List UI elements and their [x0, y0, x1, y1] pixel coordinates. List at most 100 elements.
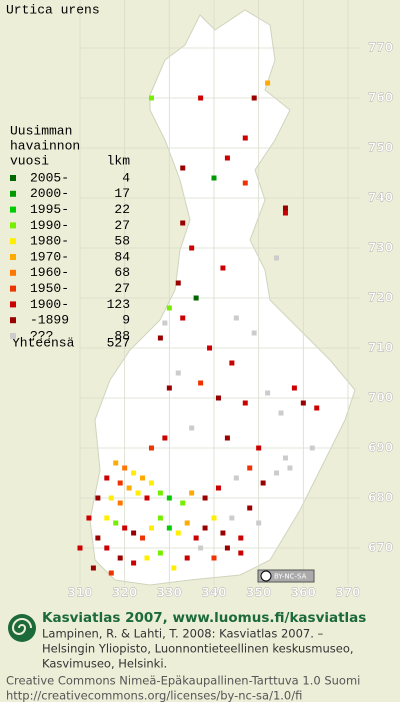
observation-cell [126, 485, 132, 491]
observation-cell [104, 515, 110, 521]
y-tick-label: 700 [368, 391, 393, 405]
observation-cell [207, 345, 213, 351]
observation-cell [104, 545, 110, 551]
legend-count-header: lkm [107, 153, 131, 168]
legend-swatch [10, 254, 16, 260]
legend-label: 1950- [30, 281, 69, 296]
observation-cell [274, 255, 280, 261]
observation-cell [211, 555, 217, 561]
observation-cell [189, 490, 195, 496]
observation-cell [166, 495, 172, 501]
observation-cell [189, 425, 195, 431]
observation-cell [157, 490, 163, 496]
observation-cell [282, 455, 288, 461]
observation-cell [242, 400, 248, 406]
observation-cell [148, 525, 154, 531]
y-tick-label: 770 [368, 41, 393, 55]
observation-cell [229, 360, 235, 366]
observation-cell [198, 380, 204, 386]
observation-cell [175, 280, 181, 286]
legend-label: 1980- [30, 234, 69, 249]
observation-cell [140, 475, 146, 481]
observation-cell [131, 530, 137, 536]
observation-cell [224, 155, 230, 161]
observation-cell [309, 445, 315, 451]
y-tick-label: 730 [368, 241, 393, 255]
observation-cell [180, 315, 186, 321]
x-tick-label: 310 [67, 586, 92, 600]
observation-cell [157, 515, 163, 521]
x-tick-label: 350 [246, 586, 271, 600]
observation-cell [265, 80, 271, 86]
legend-label: 1960- [30, 265, 69, 280]
observation-cell [211, 175, 217, 181]
legend-count: 58 [114, 234, 130, 249]
observation-cell [193, 295, 199, 301]
observation-cell [162, 320, 168, 326]
x-tick-label: 370 [335, 586, 360, 600]
y-tick-label: 680 [368, 491, 393, 505]
observation-cell [238, 535, 244, 541]
observation-cell [256, 445, 262, 451]
observation-cell [242, 135, 248, 141]
observation-cell [108, 570, 114, 576]
observation-cell [77, 545, 83, 551]
legend-label: 1995- [30, 202, 69, 217]
observation-cell [193, 535, 199, 541]
legend-count: 27 [114, 218, 130, 233]
logo-swirl [11, 618, 32, 635]
legend-count: 84 [114, 249, 130, 264]
observation-cell [265, 390, 271, 396]
observation-cell [113, 520, 119, 526]
legend-header: havainnon [10, 138, 80, 153]
observation-cell [300, 400, 306, 406]
observation-cell [148, 445, 154, 451]
observation-cell [233, 315, 239, 321]
observation-cell [122, 525, 128, 531]
citation: Helsingin Yliopisto, Luonnontieteellinen… [42, 642, 354, 656]
species-title: Urtica urens [6, 2, 100, 17]
observation-cell [274, 470, 280, 476]
observation-cell [224, 435, 230, 441]
observation-cell [180, 165, 186, 171]
legend-count: 68 [114, 265, 130, 280]
observation-cell [122, 465, 128, 471]
y-tick-label: 750 [368, 141, 393, 155]
observation-cell [175, 370, 181, 376]
observation-cell [247, 465, 253, 471]
observation-cell [278, 410, 284, 416]
observation-cell [157, 335, 163, 341]
observation-cell [184, 555, 190, 561]
y-tick-label: 720 [368, 291, 393, 305]
badge-box [257, 569, 315, 583]
brand: Kasviatlas 2007, www.luomus.fi/kasviatla… [42, 610, 366, 626]
observation-cell [189, 245, 195, 251]
legend: Uusimman havainnon vuosi lkm Yhteensä 52… [10, 123, 130, 350]
legend-count: 27 [114, 281, 130, 296]
observation-cell [256, 520, 262, 526]
observation-cell [86, 515, 92, 521]
badge-text: BY-NC-SA [274, 573, 307, 581]
observation-cell [180, 500, 186, 506]
y-tick-label: 710 [368, 341, 393, 355]
observation-cell [180, 220, 186, 226]
observation-cell [202, 525, 208, 531]
observation-cell [144, 495, 150, 501]
observation-cell [148, 95, 154, 101]
legend-total-label: Yhteensä [12, 335, 75, 350]
observation-cell [260, 480, 266, 486]
legend-count: 9 [122, 313, 130, 328]
license-badge: BY-NC-SA [257, 569, 315, 583]
license: Creative Commons Nimeä-Epäkaupallinen-Ta… [6, 674, 360, 688]
logo [8, 614, 36, 642]
legend-swatch [10, 285, 16, 292]
x-tick-label: 340 [201, 586, 226, 600]
observation-cell [251, 95, 257, 101]
legend-swatch [10, 190, 16, 197]
observation-cell [171, 565, 177, 571]
observation-cell [117, 480, 123, 486]
observation-cell [233, 475, 239, 481]
observation-cell [314, 405, 320, 411]
legend-header: vuosi [10, 153, 49, 168]
observation-cell [247, 505, 253, 511]
